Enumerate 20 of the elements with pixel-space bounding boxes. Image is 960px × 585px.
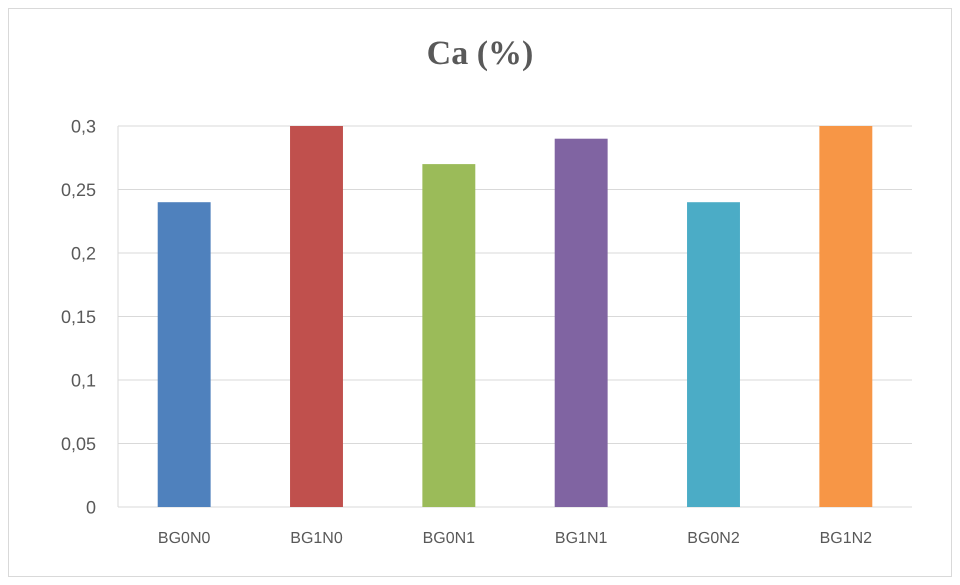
y-tick-label: 0,15: [60, 306, 96, 327]
bar: [687, 202, 740, 507]
bar: [158, 202, 211, 507]
y-tick-label: 0,05: [60, 434, 96, 454]
chart-title: Ca (%): [426, 35, 534, 72]
y-tick-label: 0,2: [70, 243, 96, 264]
y-tick-label: 0,1: [70, 370, 96, 390]
x-tick-label: BG0N0: [158, 530, 211, 547]
bar: [422, 164, 476, 507]
x-tick-label: BG1N2: [820, 530, 872, 547]
y-tick-label: 0,3: [70, 116, 96, 136]
x-tick-label: BG0N2: [687, 530, 740, 547]
y-tick-label: 0,25: [60, 180, 96, 200]
bar: [554, 138, 608, 507]
y-tick-label: 0: [86, 497, 96, 518]
x-tick-label: BG1N0: [290, 530, 343, 547]
x-tick-label: BG1N1: [554, 530, 608, 547]
x-tick-label: BG0N1: [422, 530, 476, 547]
bar: [819, 126, 872, 507]
bar: [290, 126, 343, 507]
